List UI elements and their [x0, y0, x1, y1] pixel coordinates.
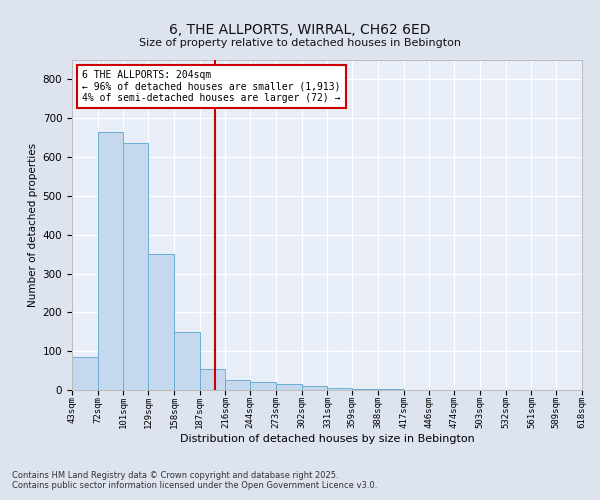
Bar	[72, 357, 98, 390]
Y-axis label: Number of detached properties: Number of detached properties	[28, 143, 38, 307]
Bar	[276, 384, 302, 390]
Text: 6 THE ALLPORTS: 204sqm
← 96% of detached houses are smaller (1,913)
4% of semi-d: 6 THE ALLPORTS: 204sqm ← 96% of detached…	[82, 70, 341, 103]
Bar	[378, 389, 404, 390]
Bar	[174, 332, 200, 390]
Text: 6, THE ALLPORTS, WIRRAL, CH62 6ED: 6, THE ALLPORTS, WIRRAL, CH62 6ED	[169, 22, 431, 36]
Bar	[98, 132, 124, 390]
Bar	[124, 144, 148, 390]
X-axis label: Distribution of detached houses by size in Bebington: Distribution of detached houses by size …	[179, 434, 475, 444]
Text: Size of property relative to detached houses in Bebington: Size of property relative to detached ho…	[139, 38, 461, 48]
Bar	[148, 254, 174, 390]
Text: Contains HM Land Registry data © Crown copyright and database right 2025.: Contains HM Land Registry data © Crown c…	[12, 470, 338, 480]
Bar	[200, 368, 226, 390]
Text: Contains public sector information licensed under the Open Government Licence v3: Contains public sector information licen…	[12, 480, 377, 490]
Bar	[328, 388, 352, 390]
Bar	[250, 382, 276, 390]
Bar	[302, 386, 328, 390]
Bar	[352, 389, 378, 390]
Bar	[226, 380, 250, 390]
